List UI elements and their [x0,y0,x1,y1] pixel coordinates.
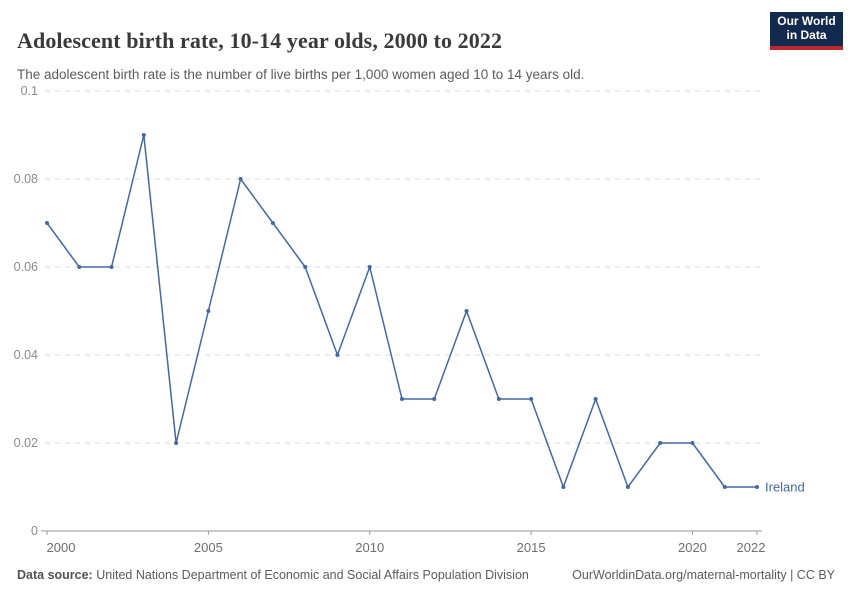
chart-footer: Data source: United Nations Department o… [17,568,835,582]
data-source-text: United Nations Department of Economic an… [96,568,529,582]
owid-logo-line2: in Data [786,28,827,42]
y-tick-label: 0.04 [14,348,38,362]
data-point[interactable] [690,441,695,445]
series-end-label[interactable]: Ireland [765,480,805,495]
data-point[interactable] [755,485,759,489]
data-point[interactable] [238,177,243,181]
data-point[interactable] [529,397,534,401]
x-tick-label: 2000 [47,540,76,555]
y-tick-label: 0.1 [21,84,38,98]
x-tick-label: 2010 [355,540,384,555]
data-point[interactable] [432,397,437,401]
y-tick-label: 0.08 [14,172,38,186]
data-point[interactable] [335,353,340,357]
data-point[interactable] [464,309,469,313]
data-point[interactable] [496,397,501,401]
data-point[interactable] [625,485,630,489]
y-tick-label: 0.02 [14,436,38,450]
chart-subtitle: The adolescent birth rate is the number … [17,66,585,82]
x-tick-label: 2020 [678,540,707,555]
data-point[interactable] [109,265,114,269]
data-line[interactable] [46,134,758,488]
data-point[interactable] [270,221,275,225]
data-point[interactable] [45,221,49,225]
x-tick-label: 2015 [517,540,546,555]
y-tick-label: 0 [31,524,38,538]
owid-logo-line1: Our World [777,14,836,28]
data-point[interactable] [303,265,308,269]
data-point[interactable] [77,265,82,269]
x-tick-label: 2022 [737,540,766,555]
data-point[interactable] [722,485,727,489]
data-point[interactable] [174,441,179,445]
data-point[interactable] [400,397,404,401]
owid-citation-link[interactable]: OurWorldinData.org/maternal-mortality | … [572,568,835,582]
line-chart[interactable]: 0 0.02 0.04 0.06 0.08 0.1 2000 2005 2010 2015 2020… [0,80,850,555]
data-source-label: Data source: [17,568,93,582]
data-point[interactable] [141,133,146,137]
owid-logo[interactable]: Our World in Data [770,12,843,50]
x-tick-label: 2005 [194,540,223,555]
data-source-note: Data source: United Nations Department o… [17,568,529,582]
y-tick-label: 0.06 [14,260,38,274]
data-point[interactable] [206,309,211,313]
data-point[interactable] [561,485,566,489]
data-point[interactable] [593,397,598,401]
data-point[interactable] [658,441,663,445]
page-title: Adolescent birth rate, 10-14 year olds, … [17,27,503,53]
data-point[interactable] [367,265,372,269]
